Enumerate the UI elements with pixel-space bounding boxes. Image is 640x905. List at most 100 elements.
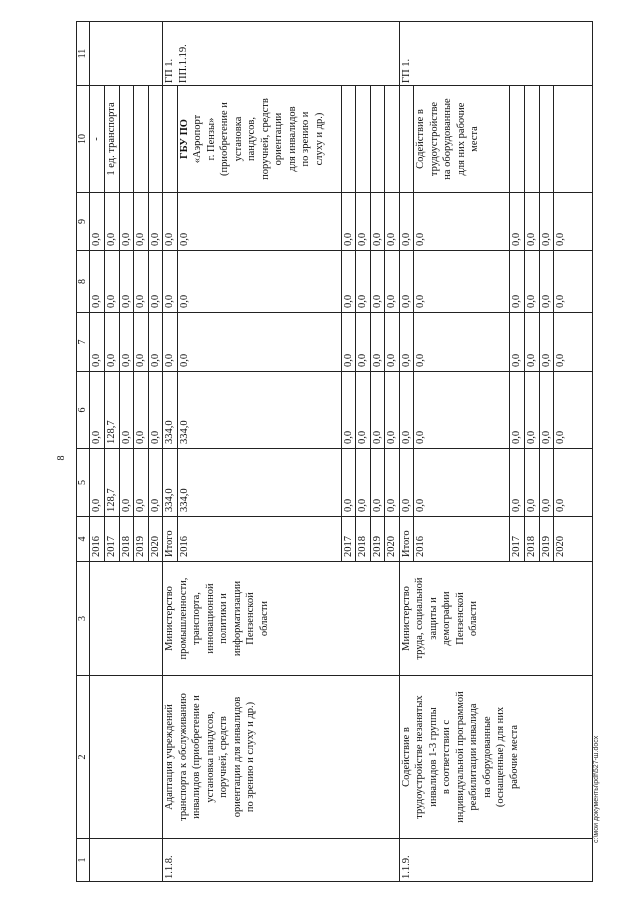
result-cell: 1 ед. транспорта <box>104 85 119 193</box>
result-cell <box>119 85 134 193</box>
value-cell-col9: 0,0 <box>148 192 163 251</box>
year-cell: 2016 <box>413 516 510 562</box>
column-number-1: 1 <box>76 838 90 882</box>
value-cell-col5: 0,0 <box>539 448 554 517</box>
year-cell: 2017 <box>341 516 356 562</box>
value-cell-col7: 0,0 <box>539 312 554 372</box>
responsible-executor <box>89 561 163 676</box>
value-cell-col9: 0,0 <box>119 192 134 251</box>
result-cell <box>133 85 148 193</box>
value-cell-col7: 0,0 <box>355 312 370 372</box>
table-row: 1.1.9. Содействие в трудоустройстве незан… <box>399 21 593 882</box>
value-cell-col9: 0,0 <box>553 192 593 251</box>
value-cell-col5: 0,0 <box>119 448 134 517</box>
value-cell-col6: 0,0 <box>553 371 593 449</box>
value-cell-col8: 0,0 <box>104 250 119 313</box>
value-cell-col5: 0,0 <box>399 448 414 517</box>
program-activities-table: 1 2 3 4 5 6 7 8 9 10 11 2016 0,0 0,0 0,0 0,0 0,0-2017 128… <box>76 21 593 882</box>
activity-name: Содействие в трудоустройстве незанятых и… <box>399 675 593 839</box>
value-cell-col9: 0,0 <box>524 192 539 251</box>
value-cell-col6: 0,0 <box>413 371 510 449</box>
value-cell-col9: 0,0 <box>399 192 414 251</box>
value-cell-col6: 128,7 <box>104 371 119 449</box>
value-cell-col8: 0,0 <box>539 250 554 313</box>
item-number <box>89 838 163 882</box>
value-cell-col5: 334,0 <box>177 448 341 517</box>
result-cell: Содействие в трудоустройстве на оборудов… <box>413 85 510 193</box>
value-cell-col8: 0,0 <box>162 250 177 313</box>
value-cell-col7: 0,0 <box>413 312 510 372</box>
header-row: 1 2 3 4 5 6 7 8 9 10 11 <box>76 21 90 882</box>
value-cell-col6: 0,0 <box>384 371 399 449</box>
column-number-9: 9 <box>76 192 90 251</box>
value-cell-col8: 0,0 <box>148 250 163 313</box>
value-cell-col6: 0,0 <box>133 371 148 449</box>
item-number: 1.1.8. <box>162 838 399 882</box>
value-cell-col9: 0,0 <box>341 192 356 251</box>
year-cell: 2019 <box>370 516 385 562</box>
value-cell-col6: 0,0 <box>509 371 525 449</box>
year-cell: Итого <box>399 516 414 562</box>
value-cell-col7: 0,0 <box>177 312 341 372</box>
table-row: 1.1.8. Адаптация учреждений транспорта к … <box>162 21 399 882</box>
value-cell-col8: 0,0 <box>355 250 370 313</box>
value-cell-col9: 0,0 <box>177 192 341 251</box>
column-number-8: 8 <box>76 250 90 313</box>
value-cell-col8: 0,0 <box>413 250 510 313</box>
value-cell-col5: 0,0 <box>370 448 385 517</box>
value-cell-col7: 0,0 <box>370 312 385 372</box>
value-cell-col7: 0,0 <box>384 312 399 372</box>
value-cell-col6: 334,0 <box>177 371 341 449</box>
value-cell-col6: 0,0 <box>355 371 370 449</box>
page-number: 8 <box>56 455 67 461</box>
year-cell: 2019 <box>539 516 554 562</box>
year-cell: 2017 <box>509 516 525 562</box>
year-cell: 2016 <box>177 516 341 562</box>
result-cell <box>539 85 554 193</box>
value-cell-col8: 0,0 <box>119 250 134 313</box>
result-cell <box>384 85 399 193</box>
value-cell-col5: 334,0 <box>162 448 177 517</box>
column-number-5: 5 <box>76 448 90 517</box>
value-cell-col9: 0,0 <box>162 192 177 251</box>
activity-name: Адаптация учреждений транспорта к обслуж… <box>162 675 399 839</box>
value-cell-col8: 0,0 <box>133 250 148 313</box>
value-cell-col8: 0,0 <box>384 250 399 313</box>
table-row: 2016 0,0 0,0 0,0 0,0 0,0- <box>89 21 163 882</box>
value-cell-col7: 0,0 <box>148 312 163 372</box>
program-code <box>89 21 163 86</box>
value-cell-col9: 0,0 <box>509 192 525 251</box>
year-cell: Итого <box>162 516 177 562</box>
value-cell-col8: 0,0 <box>177 250 341 313</box>
value-cell-col8: 0,0 <box>341 250 356 313</box>
item-number: 1.1.9. <box>399 838 593 882</box>
year-cell: 2016 <box>89 516 105 562</box>
value-cell-col7: 0,0 <box>133 312 148 372</box>
value-cell-col6: 0,0 <box>370 371 385 449</box>
value-cell-col6: 0,0 <box>119 371 134 449</box>
value-cell-col7: 0,0 <box>89 312 105 372</box>
year-cell: 2019 <box>133 516 148 562</box>
responsible-executor: Министерство промышленности, транспорта,… <box>162 561 399 676</box>
responsible-executor: Министерство труда, социальной защиты и … <box>399 561 593 676</box>
value-cell-col5: 0,0 <box>355 448 370 517</box>
value-cell-col6: 0,0 <box>539 371 554 449</box>
value-cell-col9: 0,0 <box>370 192 385 251</box>
value-cell-col5: 0,0 <box>89 448 105 517</box>
column-number-2: 2 <box>76 675 90 839</box>
value-cell-col8: 0,0 <box>509 250 525 313</box>
value-cell-col5: 0,0 <box>384 448 399 517</box>
result-cell <box>509 85 525 193</box>
value-cell-col7: 0,0 <box>162 312 177 372</box>
result-cell: ГБУ ПО «Аэропорт г. Пензы» (приобретение… <box>177 85 341 193</box>
year-cell: 2018 <box>524 516 539 562</box>
value-cell-col9: 0,0 <box>355 192 370 251</box>
year-cell: 2018 <box>119 516 134 562</box>
value-cell-col6: 0,0 <box>341 371 356 449</box>
value-cell-col7: 0,0 <box>509 312 525 372</box>
value-cell-col6: 0,0 <box>524 371 539 449</box>
result-cell: - <box>89 85 105 193</box>
value-cell-col7: 0,0 <box>524 312 539 372</box>
value-cell-col6: 0,0 <box>399 371 414 449</box>
value-cell-col8: 0,0 <box>370 250 385 313</box>
